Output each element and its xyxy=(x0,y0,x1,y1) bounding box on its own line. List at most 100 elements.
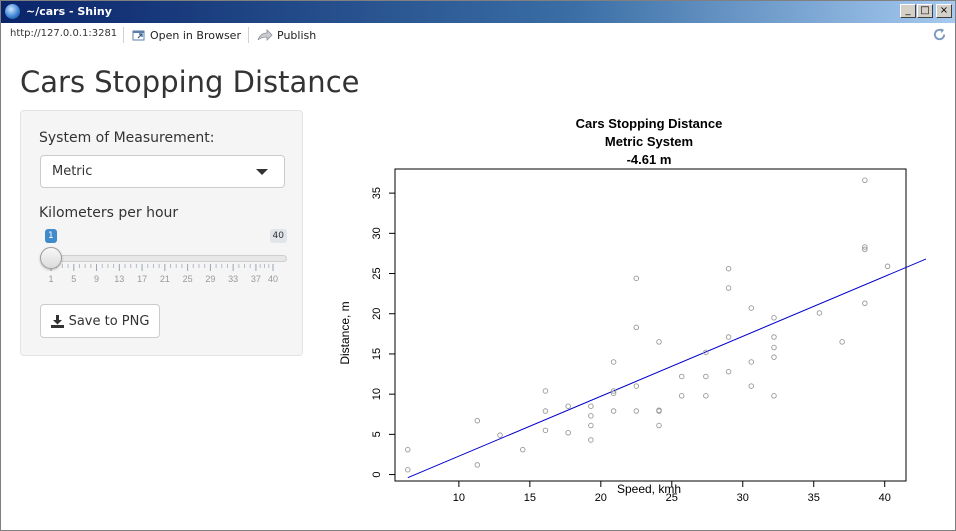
slider-track[interactable] xyxy=(47,255,287,262)
data-point xyxy=(610,388,617,394)
data-point xyxy=(725,265,732,272)
data-point xyxy=(839,339,845,345)
title-bar[interactable]: ~/cars - Shiny _ □ × xyxy=(1,1,955,23)
data-point xyxy=(588,422,594,429)
sidebar-panel: System of Measurement: Metric Kilometers… xyxy=(20,110,303,356)
data-point xyxy=(771,393,777,399)
data-point xyxy=(725,368,732,375)
url-label: http://127.0.0.1:3281 xyxy=(10,28,118,39)
slider-handle[interactable] xyxy=(40,247,62,269)
data-point xyxy=(884,263,891,270)
data-point xyxy=(771,354,777,360)
data-point xyxy=(633,408,640,414)
slider-grid-label: 1 xyxy=(48,274,53,284)
x-tick-label: 35 xyxy=(808,492,820,504)
data-point xyxy=(656,422,662,429)
slider-max-badge: 40 xyxy=(269,229,287,243)
data-point xyxy=(565,403,571,409)
data-point xyxy=(588,437,594,443)
data-point xyxy=(862,300,868,307)
speed-slider[interactable]: 1 40 1 5 9 13 17 21 25 29 33 37 40 xyxy=(39,229,287,289)
y-tick-label: 0 xyxy=(371,472,383,478)
x-tick-label: 30 xyxy=(737,492,749,504)
rstudio-globe-icon xyxy=(5,4,20,19)
data-point xyxy=(678,393,685,399)
slider-grid-label: 25 xyxy=(183,274,193,284)
y-tick-label: 20 xyxy=(371,308,383,320)
y-tick-label: 15 xyxy=(371,348,383,360)
viewer-toolbar: http://127.0.0.1:3281 Open in Browser Pu… xyxy=(1,23,955,48)
data-point xyxy=(610,390,617,397)
maximize-button[interactable]: □ xyxy=(917,4,933,18)
plot-title: Cars Stopping Distance xyxy=(576,116,723,131)
data-point xyxy=(862,244,868,250)
publish-button[interactable]: Publish xyxy=(257,27,316,43)
data-point xyxy=(565,430,571,436)
y-tick-label: 30 xyxy=(371,227,383,239)
refresh-icon[interactable] xyxy=(932,27,947,42)
plot-annotation: -4.61 m xyxy=(627,152,672,167)
data-point xyxy=(542,388,549,394)
open-in-browser-button[interactable]: Open in Browser xyxy=(132,27,241,43)
slider-grid-label: 13 xyxy=(114,274,124,284)
data-point xyxy=(497,432,503,438)
slider-grid-label: 29 xyxy=(205,274,215,284)
y-tick-label: 10 xyxy=(371,388,383,400)
x-tick-label: 20 xyxy=(595,492,607,504)
data-point xyxy=(542,427,549,434)
data-point xyxy=(862,177,868,184)
window-title: ~/cars - Shiny xyxy=(26,5,112,18)
data-point xyxy=(542,408,549,414)
open-in-browser-icon xyxy=(132,30,145,41)
toolbar-divider xyxy=(123,27,124,43)
data-point xyxy=(678,373,685,380)
data-point xyxy=(771,315,777,321)
data-point xyxy=(633,275,640,282)
publish-label: Publish xyxy=(277,28,317,42)
data-point xyxy=(610,359,617,365)
slider-grid-label: 9 xyxy=(94,274,99,284)
y-axis-label: Distance, m xyxy=(338,301,352,364)
y-tick-label: 35 xyxy=(371,187,383,199)
data-point xyxy=(519,446,526,453)
y-tick-label: 25 xyxy=(371,267,383,279)
stopping-distance-plot: Cars Stopping Distance Metric System -4.… xyxy=(338,116,926,504)
minimize-button[interactable]: _ xyxy=(900,4,916,18)
data-point xyxy=(656,339,662,345)
plot-subtitle: Metric System xyxy=(605,134,693,149)
data-point xyxy=(862,246,868,253)
shiny-app: Cars Stopping Distance System of Measure… xyxy=(1,47,955,530)
data-point xyxy=(474,462,481,468)
page-title: Cars Stopping Distance xyxy=(20,65,360,99)
data-point xyxy=(610,408,617,414)
x-tick-label: 15 xyxy=(524,492,536,504)
toolbar-divider xyxy=(248,27,249,43)
data-point xyxy=(588,413,594,419)
system-select[interactable]: Metric xyxy=(40,155,285,188)
download-icon xyxy=(50,314,64,328)
data-point xyxy=(405,446,411,453)
x-tick-label: 40 xyxy=(879,492,891,504)
save-png-button[interactable]: Save to PNG xyxy=(40,304,160,338)
save-png-label: Save to PNG xyxy=(68,313,150,329)
data-point xyxy=(771,334,777,340)
data-point xyxy=(703,393,709,399)
caret-down-icon xyxy=(256,169,268,175)
data-point xyxy=(656,407,662,413)
slider-value-badge: 1 xyxy=(45,229,57,243)
slider-grid-label: 17 xyxy=(137,274,147,284)
data-point xyxy=(748,359,755,365)
slider-grid: 1 5 9 13 17 21 25 29 33 37 40 xyxy=(48,264,278,284)
data-point xyxy=(748,383,755,389)
data-point xyxy=(725,285,732,291)
close-button[interactable]: × xyxy=(936,4,952,18)
plot-frame xyxy=(394,168,907,482)
data-point xyxy=(633,383,640,389)
publish-icon xyxy=(257,29,273,41)
slider-grid-label: 37 xyxy=(251,274,261,284)
open-in-browser-label: Open in Browser xyxy=(150,28,241,42)
data-point xyxy=(816,310,823,316)
x-tick-label: 10 xyxy=(453,492,465,504)
x-axis-label: Speed, kmh xyxy=(617,482,681,496)
